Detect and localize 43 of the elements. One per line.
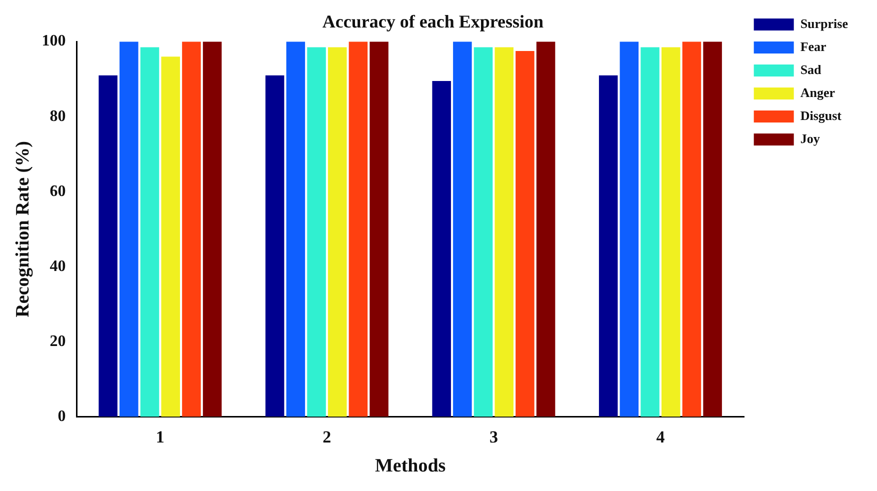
bar	[370, 42, 388, 417]
y-tick-label: 60	[50, 182, 66, 200]
bar	[98, 75, 118, 417]
bar	[536, 42, 556, 417]
bar	[202, 42, 222, 417]
bar	[661, 47, 680, 417]
y-tick-label: 20	[50, 332, 66, 350]
bar	[703, 42, 722, 417]
bar	[161, 56, 180, 417]
bar	[265, 75, 284, 417]
bar	[348, 42, 368, 417]
legend-label: Surprise	[800, 16, 848, 31]
x-axis-title: Methods	[374, 456, 446, 477]
bar	[432, 80, 451, 417]
bar	[640, 47, 660, 417]
bar	[140, 47, 160, 417]
chart-title: Accuracy of each Expression	[322, 11, 544, 32]
y-tick-label: 100	[42, 32, 66, 50]
bar	[182, 42, 201, 417]
x-tick-label: 2	[322, 427, 332, 446]
legend-label: Sad	[800, 62, 822, 77]
x-tick-label: 3	[489, 427, 498, 446]
bar	[286, 42, 306, 417]
bar	[682, 42, 702, 417]
bar	[307, 47, 326, 417]
legend-label: Disgust	[800, 108, 842, 123]
bar	[474, 47, 493, 417]
legend-label: Anger	[800, 84, 836, 100]
y-tick-label: 80	[50, 108, 66, 125]
bar	[453, 42, 472, 417]
y-tick-label: 40	[50, 258, 66, 275]
x-tick-label: 4	[656, 427, 666, 446]
bar	[328, 47, 347, 417]
bar	[120, 42, 138, 417]
bar	[494, 47, 514, 417]
y-tick-label: 0	[58, 408, 66, 425]
bar	[620, 42, 639, 417]
bar	[598, 75, 618, 417]
legend-label: Joy	[800, 130, 820, 146]
y-axis-title: Recognition Rate (%)	[12, 141, 34, 318]
x-tick-label: 1	[156, 427, 164, 446]
bar	[516, 50, 534, 417]
legend-label: Fear	[800, 38, 827, 54]
